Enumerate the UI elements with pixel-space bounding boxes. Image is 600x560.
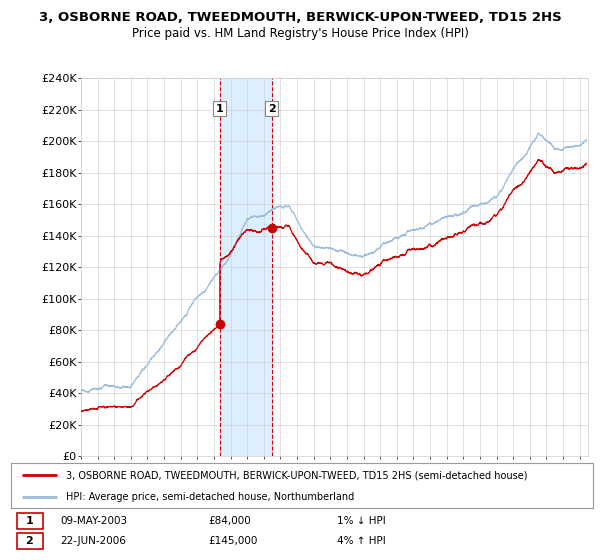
Text: £84,000: £84,000 xyxy=(209,516,251,526)
Text: £145,000: £145,000 xyxy=(209,536,258,546)
Bar xyxy=(17,533,43,549)
Bar xyxy=(220,78,272,456)
Text: 2: 2 xyxy=(26,536,33,546)
Text: 4% ↑ HPI: 4% ↑ HPI xyxy=(337,536,385,546)
Text: Price paid vs. HM Land Registry's House Price Index (HPI): Price paid vs. HM Land Registry's House … xyxy=(131,27,469,40)
Text: HPI: Average price, semi-detached house, Northumberland: HPI: Average price, semi-detached house,… xyxy=(66,492,355,502)
Text: 2: 2 xyxy=(268,104,275,114)
Text: 22-JUN-2006: 22-JUN-2006 xyxy=(60,536,126,546)
Text: 1: 1 xyxy=(216,104,224,114)
Text: 1: 1 xyxy=(26,516,33,526)
Text: 1% ↓ HPI: 1% ↓ HPI xyxy=(337,516,385,526)
Text: 3, OSBORNE ROAD, TWEEDMOUTH, BERWICK-UPON-TWEED, TD15 2HS (semi-detached house): 3, OSBORNE ROAD, TWEEDMOUTH, BERWICK-UPO… xyxy=(66,470,527,480)
Text: 3, OSBORNE ROAD, TWEEDMOUTH, BERWICK-UPON-TWEED, TD15 2HS: 3, OSBORNE ROAD, TWEEDMOUTH, BERWICK-UPO… xyxy=(38,11,562,24)
Bar xyxy=(17,512,43,529)
Text: 09-MAY-2003: 09-MAY-2003 xyxy=(60,516,127,526)
